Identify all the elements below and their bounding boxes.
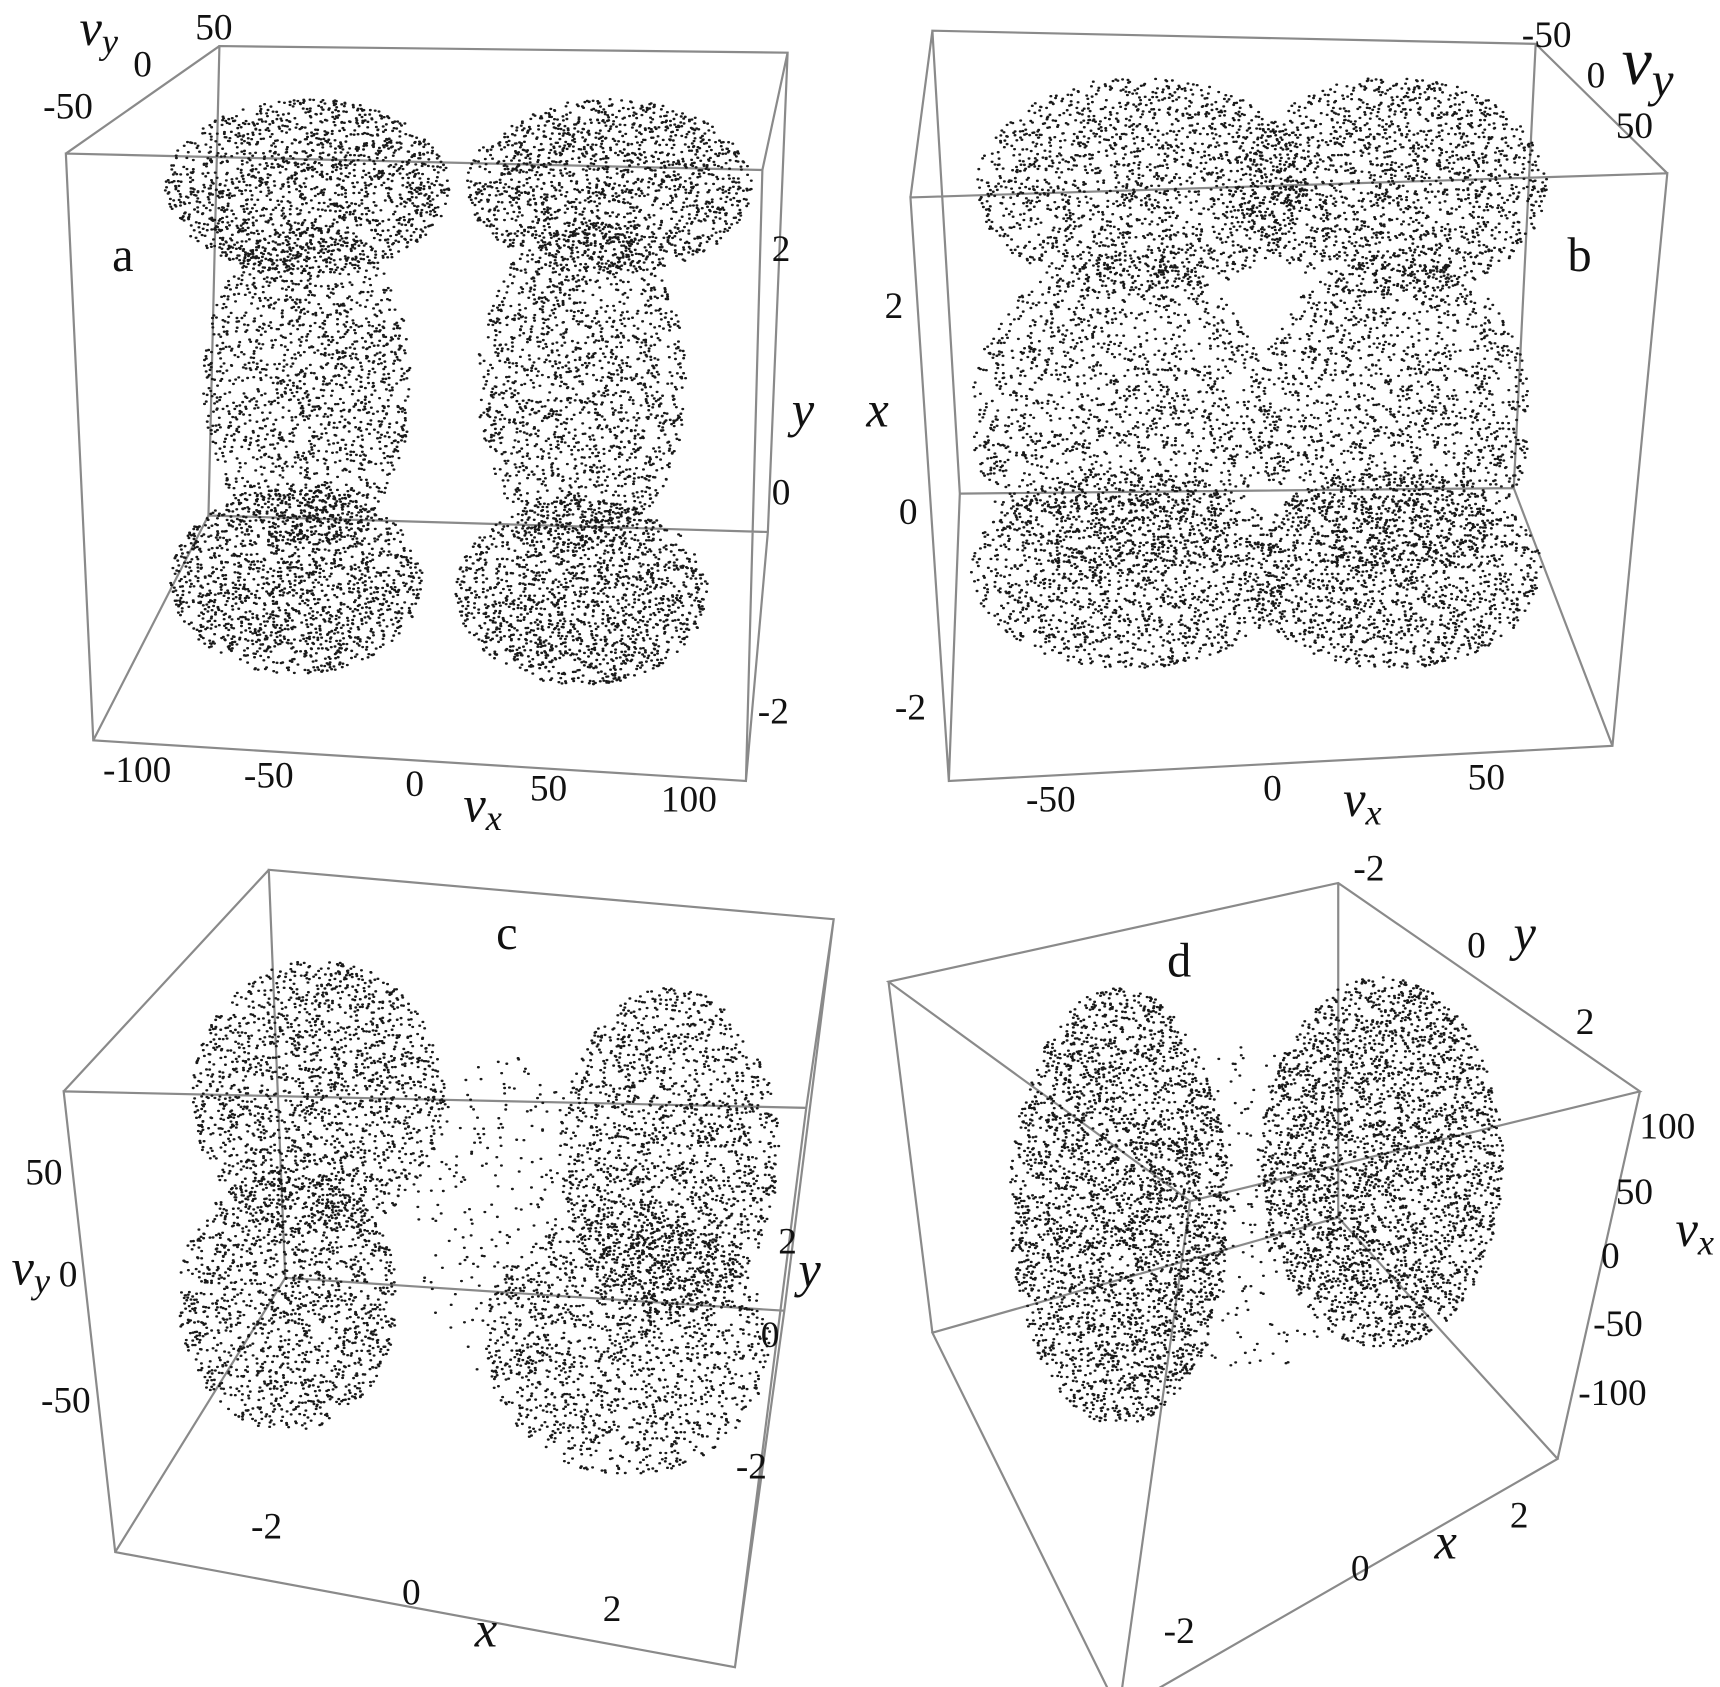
tick-label: 0 [133,45,152,86]
panel-letter: c [496,907,517,960]
axis-label: vy [1622,23,1674,108]
point-cloud [969,77,1549,669]
axis-label: vy [12,1239,51,1301]
axis-label-base: v [12,1239,35,1295]
axis-label-base: x [865,381,889,437]
axis-label-sub: x [1365,793,1382,833]
panel-letter: a [112,229,133,282]
tick-label: 100 [1639,1106,1695,1147]
axis-label-sub: x [1697,1223,1714,1263]
tick-label: 2 [1510,1496,1529,1537]
tick-label: -2 [736,1446,767,1487]
box-edges [62,868,835,1669]
axis-label: vx [1343,771,1382,833]
axis-label-base: y [1509,904,1537,960]
tick-label: -50 [1026,779,1076,820]
tick-label: -2 [251,1507,282,1548]
tick-label: -50 [1522,15,1572,56]
panel-c-box [62,868,835,1669]
tick-label: 0 [59,1254,78,1295]
axis-label-sub: x [485,799,502,839]
axis-label-base: y [793,1241,821,1297]
axis-label: y [1509,904,1537,960]
tick-label: 2 [603,1589,622,1630]
axis-label-base: x [474,1601,498,1657]
axis-label-base: y [787,381,815,437]
axis-label-base: v [1675,1201,1698,1257]
axis-label-base: v [80,0,103,55]
axis-label-base: v [1622,23,1653,99]
tick-label: 2 [1576,1002,1595,1043]
tick-label: -2 [895,687,926,728]
tick-label: -100 [103,750,171,791]
axis-label: y [793,1241,821,1297]
tick-label: -100 [1578,1373,1646,1414]
panel-letter: b [1567,229,1591,282]
tick-label: -50 [1593,1304,1643,1345]
tick-label: 0 [402,1573,421,1614]
tick-label: 0 [1587,56,1606,97]
tick-label: 0 [1601,1236,1620,1277]
tick-label: 2 [778,1222,797,1263]
axis-label-sub: y [98,22,119,62]
point-cloud [178,960,781,1475]
box-edges [64,44,789,783]
tick-label: 0 [772,472,791,513]
box-edges [909,29,1669,783]
tick-label: 0 [1467,925,1486,966]
axis-label-base: v [1343,771,1366,827]
tick-label: 50 [530,769,567,810]
tick-label: 50 [25,1152,62,1193]
axis-label-sub: y [1647,52,1674,107]
tick-label: 100 [661,779,717,820]
axis-label-base: x [1434,1513,1458,1569]
axis-label: y [787,381,815,437]
axis-label: x [474,1601,498,1657]
axis-label: vx [1675,1201,1714,1263]
tick-label: 0 [405,764,424,805]
tick-label: -50 [244,755,294,796]
axis-label: x [1434,1513,1458,1569]
box-edges [885,881,1643,1687]
panel-b-box [909,29,1669,783]
tick-label: -2 [1164,1611,1195,1652]
tick-label: 2 [885,286,904,327]
point-cloud [1009,976,1505,1423]
panel-d-box [885,881,1643,1687]
tick-label: 50 [1468,758,1505,799]
tick-label: 50 [1616,1172,1653,1213]
tick-label: 0 [899,492,918,533]
tick-label: 50 [1616,106,1653,147]
tick-label: -2 [758,692,789,733]
axis-label-sub: y [30,1261,51,1301]
axis-label: x [865,381,889,437]
tick-label: -50 [43,86,93,127]
tick-label: -2 [1353,849,1384,890]
axis-label: vx [463,776,502,838]
tick-label: 2 [772,229,791,270]
axis-label: vy [80,0,119,62]
tick-label: 0 [1263,769,1282,810]
tick-label: 0 [761,1315,780,1356]
point-cloud [163,98,753,686]
tick-label: 0 [1351,1548,1370,1589]
tick-label: -50 [41,1381,91,1422]
panel-letter: d [1167,934,1191,987]
axis-label-base: v [463,776,486,832]
tick-label: 50 [195,7,232,48]
panel-a-box [64,44,789,783]
